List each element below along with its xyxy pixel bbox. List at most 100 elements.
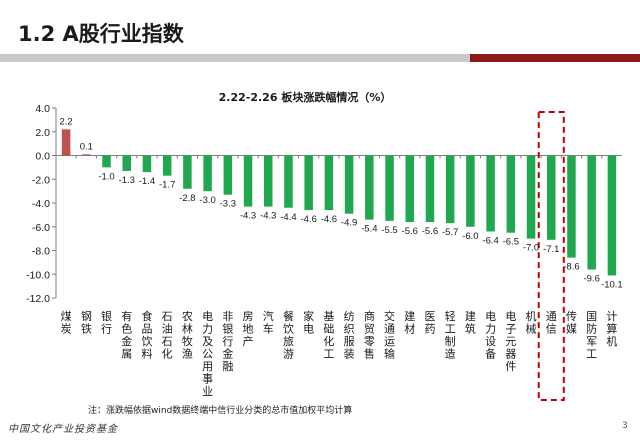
category-label: 国防军工 — [586, 310, 597, 361]
bar-餐饮旅游 — [284, 155, 293, 208]
category-label: 轻工制造 — [445, 309, 456, 361]
value-label: -1.3 — [119, 175, 135, 186]
value-label: -3.3 — [220, 199, 236, 210]
value-label: -5.4 — [361, 224, 377, 235]
bar-机械 — [526, 155, 536, 239]
y-tick-label: 0.0 — [35, 151, 50, 163]
value-label: -2.8 — [179, 193, 195, 204]
y-tick-label: -4.0 — [32, 198, 50, 210]
bar-钢铁 — [82, 154, 91, 156]
bar-电子元器件 — [506, 155, 516, 233]
bar-建筑 — [466, 155, 475, 227]
title-rule-grey — [0, 54, 470, 62]
y-tick-label: -10.0 — [26, 269, 50, 281]
value-label: -4.9 — [341, 218, 357, 229]
bar-商贸零售 — [365, 155, 374, 220]
bar-交通运输 — [385, 155, 394, 221]
value-label: -6.0 — [462, 231, 478, 242]
category-label: 煤炭 — [61, 310, 72, 336]
category-label: 电子元器件 — [505, 310, 516, 373]
value-label: -10.1 — [601, 279, 623, 290]
bar-石油石化 — [162, 155, 172, 176]
category-label: 钢铁 — [81, 310, 92, 336]
category-label: 电力及公用事业 — [202, 310, 213, 398]
value-label: -4.3 — [240, 211, 256, 222]
bar-纺织服装 — [344, 155, 354, 214]
value-label: -7.0 — [523, 243, 539, 254]
bar-汽车 — [264, 155, 273, 207]
category-label: 建材 — [404, 309, 415, 336]
bar-非银行金融 — [223, 155, 233, 195]
bar-计算机 — [607, 155, 617, 276]
value-label: -1.7 — [159, 180, 175, 191]
bar-国防军工 — [587, 155, 596, 270]
bar-电力及公用事业 — [203, 155, 212, 192]
bar-layer — [61, 129, 617, 276]
category-label: 商贸零售 — [364, 309, 375, 361]
category-label: 餐饮旅游 — [283, 309, 294, 361]
bar-有色金属 — [122, 155, 131, 171]
title-rule-red — [470, 54, 640, 62]
bar-房地产 — [243, 155, 253, 207]
value-label: -6.5 — [503, 237, 519, 248]
bar-基础化工 — [324, 155, 334, 211]
bar-食品饮料 — [142, 155, 152, 173]
slide-title: 1.2 A股行业指数 — [18, 22, 184, 46]
category-label: 汽车 — [263, 309, 274, 336]
label-layer: 2.2 煤炭 0.1 钢铁 -1.0 银行 -1.3 有色金属 -1.4 食品饮料 -1.7 石油石化… — [59, 116, 622, 398]
y-tick-label: -6.0 — [32, 222, 50, 234]
category-label: 建筑 — [465, 309, 476, 336]
category-label: 房地产 — [243, 310, 254, 348]
footer-logo: 中国文化产业投资基金 — [8, 424, 118, 435]
category-label: 交通运输 — [384, 309, 395, 361]
bar-电力设备 — [486, 155, 495, 232]
category-label: 有色金属 — [121, 309, 132, 361]
value-label: -1.4 — [139, 176, 155, 187]
category-label: 食品饮料 — [141, 309, 152, 361]
value-label: 0.1 — [80, 141, 93, 152]
bar-银行 — [102, 155, 111, 168]
bar-家电 — [304, 155, 313, 211]
category-label: 传媒 — [566, 310, 577, 336]
value-label: -4.6 — [300, 214, 316, 225]
category-label: 纺织服装 — [344, 309, 355, 361]
page-number: 3 — [622, 421, 628, 431]
y-tick-label: 4.0 — [35, 103, 50, 115]
title-rule — [0, 54, 640, 62]
value-label: -7.1 — [543, 244, 559, 255]
bar-传媒 — [567, 155, 576, 258]
chart-title: 2.22-2.26 板块涨跌幅情况（%） — [219, 90, 392, 104]
category-label: 机械 — [526, 309, 537, 336]
category-label: 石油石化 — [162, 310, 173, 361]
y-tick-label: -2.0 — [32, 174, 50, 186]
category-label: 非银行金融 — [222, 310, 233, 373]
value-label: -4.6 — [321, 214, 337, 225]
category-label: 通信 — [546, 310, 557, 336]
bar-通信 — [547, 155, 556, 240]
category-label: 电力设备 — [485, 310, 496, 361]
y-tick-label: -8.0 — [32, 246, 50, 258]
category-label: 计算机 — [606, 310, 617, 348]
bar-煤炭 — [61, 129, 71, 156]
value-label: -4.3 — [260, 211, 276, 222]
value-label: -8.6 — [563, 262, 579, 273]
bar-轻工制造 — [445, 155, 455, 224]
y-tick-label: -12.0 — [26, 293, 50, 305]
category-label: 医药 — [424, 310, 435, 336]
y-tick-label: 2.0 — [35, 127, 50, 139]
category-label: 家电 — [303, 309, 314, 336]
value-label: 2.2 — [59, 116, 72, 127]
bar-医药 — [425, 155, 435, 222]
value-label: -9.6 — [583, 274, 599, 285]
value-label: -4.4 — [280, 212, 296, 223]
value-label: -5.6 — [402, 226, 418, 237]
value-label: -6.4 — [482, 236, 498, 247]
footnote: 注：涨跌幅依据wind数据终端中信行业分类的总市值加权平均计算 — [88, 406, 353, 416]
value-label: -3.0 — [199, 195, 215, 206]
category-label: 基础化工 — [323, 310, 334, 361]
value-label: -5.6 — [422, 226, 438, 237]
value-label: -5.5 — [381, 225, 397, 236]
value-label: -5.7 — [442, 227, 458, 238]
bar-农林牧渔 — [183, 155, 192, 189]
